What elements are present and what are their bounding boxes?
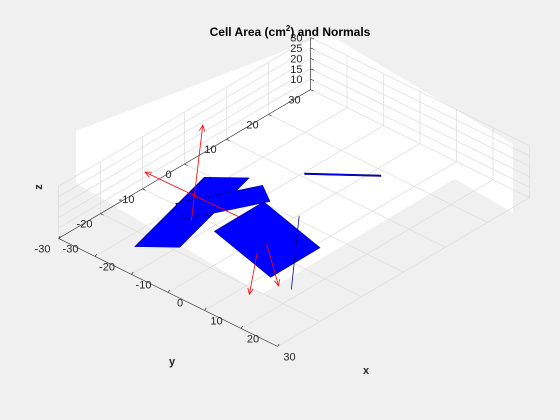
- grid-line-y-floor: [226, 138, 446, 248]
- grid-line-y-floor: [100, 213, 320, 322]
- grid-line-y-floor: [268, 114, 488, 223]
- x-axis-label: x: [363, 365, 370, 377]
- z-tick-label: 30: [290, 33, 302, 45]
- grid-line-z-left: [58, 47, 311, 198]
- y-tick-label: 30: [288, 95, 300, 107]
- normal-vector: [191, 125, 204, 221]
- y-tick-mark: [142, 188, 146, 191]
- grid-line-z-left: [58, 78, 311, 229]
- z-tick-mark: [310, 68, 315, 71]
- y-tick-mark: [310, 89, 314, 92]
- y-tick-label: -20: [77, 219, 93, 231]
- plot-area: [134, 124, 382, 296]
- y-tick-mark: [58, 238, 62, 241]
- surface-patch-thin-panel-a: [304, 172, 382, 177]
- x-tick-label: -10: [136, 279, 152, 291]
- normal-arrowhead: [274, 279, 280, 287]
- grid-line-z-right: [310, 58, 530, 167]
- z-tick-mark: [310, 78, 315, 81]
- x-tick-label: 10: [210, 315, 222, 327]
- surface-patch-front-panel: [213, 201, 321, 278]
- grid-line-z-left: [58, 68, 311, 218]
- z-axis-label: z: [33, 184, 45, 190]
- y-tick-mark: [226, 138, 230, 141]
- x-tick-mark: [204, 307, 207, 311]
- grid-line-z-right: [310, 78, 530, 188]
- grid-line-z-right: [310, 47, 530, 157]
- normal-vector: [249, 253, 258, 295]
- x-tick-label: 20: [247, 333, 259, 345]
- z-tick-label: 20: [290, 53, 302, 65]
- y-tick-label: 20: [246, 119, 258, 131]
- y-tick-mark: [268, 114, 272, 117]
- axes-box: [58, 37, 315, 347]
- z-tick-mark: [310, 37, 315, 40]
- x-tick-labels: -30 -20 -10 0 10 20 30: [63, 243, 296, 363]
- z-tick-label: 25: [290, 43, 302, 55]
- y-tick-mark: [184, 163, 188, 166]
- chart-title: Cell Area (cm2) and Normals: [210, 24, 371, 39]
- x-tick-label: 0: [177, 297, 183, 309]
- x-tick-mark: [58, 235, 61, 239]
- normal-arrowhead: [144, 171, 152, 178]
- grid-line-z-left: [58, 58, 311, 208]
- surface-patch-top-panel: [175, 185, 271, 220]
- grid-line-z-right: [310, 37, 530, 146]
- x-tick-mark: [277, 343, 280, 347]
- x-tick-label: -20: [99, 261, 115, 273]
- z-tick-mark: [310, 58, 315, 61]
- normal-arrowhead: [247, 287, 254, 296]
- normal-arrowhead: [199, 124, 206, 132]
- back-right-wall: [328, 34, 513, 213]
- x-tick-mark: [94, 253, 98, 257]
- x-tick-mark: [167, 289, 171, 293]
- y-tick-label: -10: [119, 194, 135, 206]
- y-tick-label: -30: [35, 243, 51, 255]
- x-tick-mark: [240, 325, 244, 329]
- x-tick-mark: [131, 271, 134, 275]
- surface-patch-thin-panel-b: [291, 215, 300, 290]
- y-tick-label: 0: [165, 169, 171, 181]
- grid-line-y-floor: [310, 89, 530, 198]
- grid-line-z-left: [58, 37, 311, 187]
- grid-line-z-right: [310, 68, 530, 178]
- z-tick-label: 15: [290, 64, 302, 76]
- title-superscript: 2: [286, 24, 291, 33]
- title-tail: ) and Normals: [290, 25, 370, 39]
- z-tick-label: 10: [290, 74, 302, 86]
- normal-vector: [144, 171, 239, 218]
- x-tick-label: 30: [283, 351, 295, 363]
- y-tick-labels: -30 -20 -10 0 10 20 30: [35, 95, 301, 256]
- z-tick-mark: [310, 47, 315, 50]
- y-axis-label: y: [169, 356, 176, 368]
- x-tick-label: -30: [63, 243, 79, 255]
- title-main: Cell Area (cm: [210, 25, 286, 39]
- y-tick-label: 10: [204, 144, 216, 156]
- normal-vector: [266, 243, 279, 286]
- y-tick-mark: [100, 213, 104, 216]
- back-left-wall: [76, 34, 328, 183]
